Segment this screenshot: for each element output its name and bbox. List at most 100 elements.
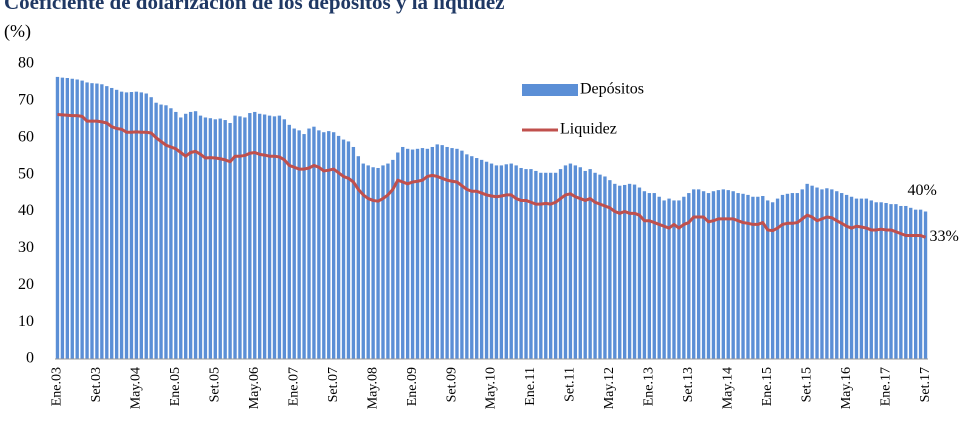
bar [169,108,173,359]
x-tick-label: Set.15 [799,367,814,402]
bar [184,113,188,359]
bar [889,204,893,359]
bar [435,144,439,359]
bar [489,163,494,359]
bar [706,193,711,359]
bar [356,156,361,359]
bar [179,117,183,359]
y-tick-label: 40 [18,202,34,219]
bar [756,196,760,359]
bar [627,183,632,359]
x-tick-label: May.16 [839,367,854,409]
x-tick-label: May.12 [602,367,617,409]
bar [884,203,888,359]
x-tick-label: May.14 [720,367,735,409]
bar [223,120,227,359]
bar [553,172,558,359]
legend-label: Depósitos [580,81,644,98]
bar [652,193,656,359]
bar [164,105,168,359]
bar [282,119,287,359]
bar [110,87,114,359]
bar [790,193,795,359]
legend-swatch [522,84,578,96]
bar [805,183,809,359]
bar [622,184,627,359]
bar [692,189,696,359]
x-tick-label: Ene.13 [642,367,657,406]
bar [95,83,99,359]
bar [243,117,247,359]
annotation: 33% [930,228,959,245]
x-tick-label: Set.03 [89,367,104,402]
bar [618,185,622,359]
bar [840,193,844,359]
bar [238,116,242,359]
bar [509,163,513,359]
bar [381,165,385,359]
bar [632,184,637,359]
x-tick-label: Set.07 [326,367,341,402]
bar [879,202,883,359]
bar [233,115,237,359]
bar [159,104,163,359]
bar [376,167,380,359]
bar [70,78,74,359]
bar [391,159,395,359]
bar [307,128,311,359]
bar [312,126,316,359]
bar [124,92,129,360]
bar [258,113,262,359]
x-tick-label: Set.11 [563,367,578,402]
bar [114,89,119,359]
bar [583,170,587,359]
bar [119,91,124,359]
bar [208,118,213,359]
bar [336,135,341,359]
bar [667,198,671,359]
bar [726,190,730,359]
bar [213,119,217,359]
bar [297,130,301,359]
x-tick-label: Ene.15 [760,367,775,406]
bar [662,200,666,359]
bar [149,97,153,359]
x-tick-label: Set.17 [918,367,933,402]
bar [514,165,518,359]
bar [785,193,790,359]
chart-title: Coeficiente de dolarización de los depós… [4,0,504,14]
chart-subtitle: (%) [4,21,31,42]
x-tick-label: May.06 [247,367,262,409]
bar [460,150,464,359]
bar [322,132,326,359]
bar [425,148,430,359]
x-tick-label: May.10 [484,367,499,409]
bar [687,193,691,359]
x-tick-label: Set.13 [681,367,696,402]
bar [568,163,573,359]
bar [494,165,499,359]
bar [410,149,415,359]
y-tick-label: 20 [18,276,34,293]
bar [351,146,356,359]
bar [874,202,878,359]
bar [445,146,449,359]
bar [253,111,257,359]
bar [593,172,597,359]
bar [563,165,568,359]
bar [331,132,336,359]
bar [918,209,923,359]
bar [682,196,686,359]
x-tick-label: Ene.09 [405,367,420,406]
bar [751,196,755,359]
bar [415,148,420,359]
bar [923,211,928,359]
x-tick-label: Ene.11 [523,367,538,406]
bar [346,141,351,359]
x-tick-label: Ene.05 [168,367,183,406]
bar [608,180,612,359]
bar [904,205,908,359]
bar [386,163,390,359]
bar [810,185,814,359]
